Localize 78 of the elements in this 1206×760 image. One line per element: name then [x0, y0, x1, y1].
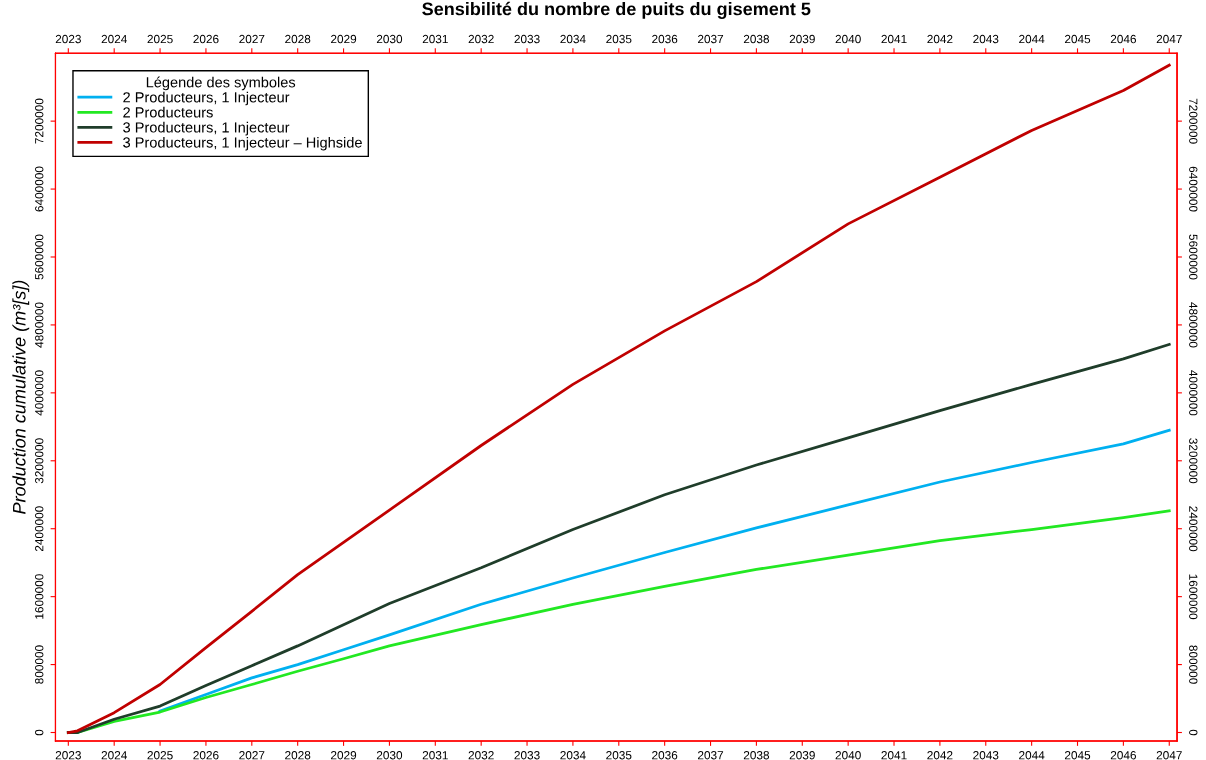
- y2-tick-label: 5600000: [1189, 234, 1198, 280]
- y-tick-label: 5600000: [35, 234, 44, 280]
- y-tick-label: 1600000: [35, 574, 44, 619]
- y2-tick-label: 2400000: [1189, 506, 1198, 552]
- x-tick-label: 2041: [881, 34, 907, 44]
- x-tick-label: 2030: [376, 34, 403, 44]
- x-tick-label: 2029: [331, 34, 357, 44]
- y2-tick-label: 7200000: [1189, 98, 1198, 144]
- x-tick-label: 2045: [1064, 34, 1091, 44]
- x2-tick-label: 2033: [514, 751, 540, 760]
- x-tick-label: 2033: [514, 34, 540, 44]
- x2-tick-label: 2046: [1110, 751, 1136, 760]
- x-tick-label: 2036: [652, 34, 678, 44]
- x-tick-label: 2040: [835, 34, 861, 44]
- y2-tick-label: 800000: [1189, 645, 1198, 684]
- x-tick-label: 2035: [606, 34, 632, 44]
- x2-tick-label: 2045: [1064, 751, 1091, 760]
- x-tick-label: 2039: [789, 34, 815, 44]
- x2-tick-label: 2027: [239, 751, 265, 760]
- x2-tick-label: 2025: [147, 751, 173, 760]
- x2-tick-label: 2028: [285, 751, 311, 760]
- x-tick-label: 2037: [698, 34, 724, 44]
- x-tick-label: 2024: [101, 34, 127, 44]
- x2-tick-label: 2035: [606, 751, 632, 760]
- x2-tick-label: 2042: [927, 751, 953, 760]
- legend-label: 3 Producteurs, 1 Injecteur – Highside: [123, 136, 362, 151]
- y-tick-label: 7200000: [35, 98, 44, 144]
- y2-tick-label: 4000000: [1189, 370, 1198, 416]
- x2-tick-label: 2030: [376, 751, 403, 760]
- x2-tick-label: 2039: [789, 751, 815, 760]
- chart-title: Sensibilité du nombre de puits du gisement 5: [422, 1, 811, 19]
- x2-tick-label: 2034: [560, 751, 586, 760]
- x-tick-label: 2044: [1019, 34, 1045, 44]
- x-tick-label: 2047: [1156, 34, 1182, 44]
- x-tick-label: 2025: [147, 34, 173, 44]
- x-tick-label: 2043: [973, 34, 999, 44]
- y-tick-label: 4800000: [35, 302, 44, 348]
- x2-tick-label: 2043: [973, 751, 999, 760]
- x-tick-label: 2023: [55, 34, 81, 44]
- x2-tick-label: 2044: [1019, 751, 1045, 760]
- x2-tick-label: 2031: [422, 751, 448, 760]
- x2-tick-label: 2029: [331, 751, 357, 760]
- x-tick-label: 2046: [1110, 34, 1136, 44]
- x2-tick-label: 2041: [881, 751, 907, 760]
- x2-tick-label: 2024: [101, 751, 127, 760]
- y-axis-title: Production cumulative (m³[s]): [12, 280, 30, 514]
- y2-tick-label: 3200000: [1189, 438, 1198, 484]
- legend-title: Légende des symboles: [146, 76, 296, 91]
- x2-tick-label: 2040: [835, 751, 861, 760]
- y2-tick-label: 1600000: [1189, 574, 1198, 620]
- line-series: [66, 63, 1171, 734]
- x2-tick-label: 2036: [652, 751, 678, 760]
- x2-tick-label: 2047: [1156, 751, 1182, 760]
- legend-label: 3 Producteurs, 1 Injecteur: [123, 121, 290, 136]
- x-tick-label: 2031: [422, 34, 448, 44]
- x-tick-label: 2028: [285, 34, 311, 44]
- y-tick-label: 3200000: [35, 438, 44, 484]
- x-tick-label: 2027: [239, 34, 265, 44]
- y-tick-label: 2400000: [35, 506, 44, 552]
- x2-tick-label: 2023: [55, 751, 81, 760]
- x-tick-label: 2034: [560, 34, 586, 44]
- y-tick-label: 800000: [35, 645, 44, 684]
- x2-tick-label: 2032: [468, 751, 494, 760]
- x-tick-label: 2038: [743, 34, 770, 44]
- y-tick-label: 6400000: [35, 166, 44, 212]
- legend-label: 2 Producteurs: [123, 106, 213, 118]
- y-tick-label: 4000000: [35, 370, 44, 416]
- y2-tick-label: 4800000: [1189, 302, 1198, 348]
- legend-label: 2 Producteurs, 1 Injecteur: [123, 91, 290, 106]
- y2-tick-label: 6400000: [1189, 166, 1198, 212]
- x-tick-label: 2026: [193, 34, 219, 44]
- x2-tick-label: 2038: [743, 751, 770, 760]
- y-tick-label: 0: [35, 729, 44, 736]
- x2-tick-label: 2037: [698, 751, 724, 760]
- y2-tick-label: 0: [1189, 729, 1198, 736]
- x-tick-label: 2042: [927, 34, 953, 44]
- x2-tick-label: 2026: [193, 751, 219, 760]
- x-tick-label: 2032: [468, 34, 494, 44]
